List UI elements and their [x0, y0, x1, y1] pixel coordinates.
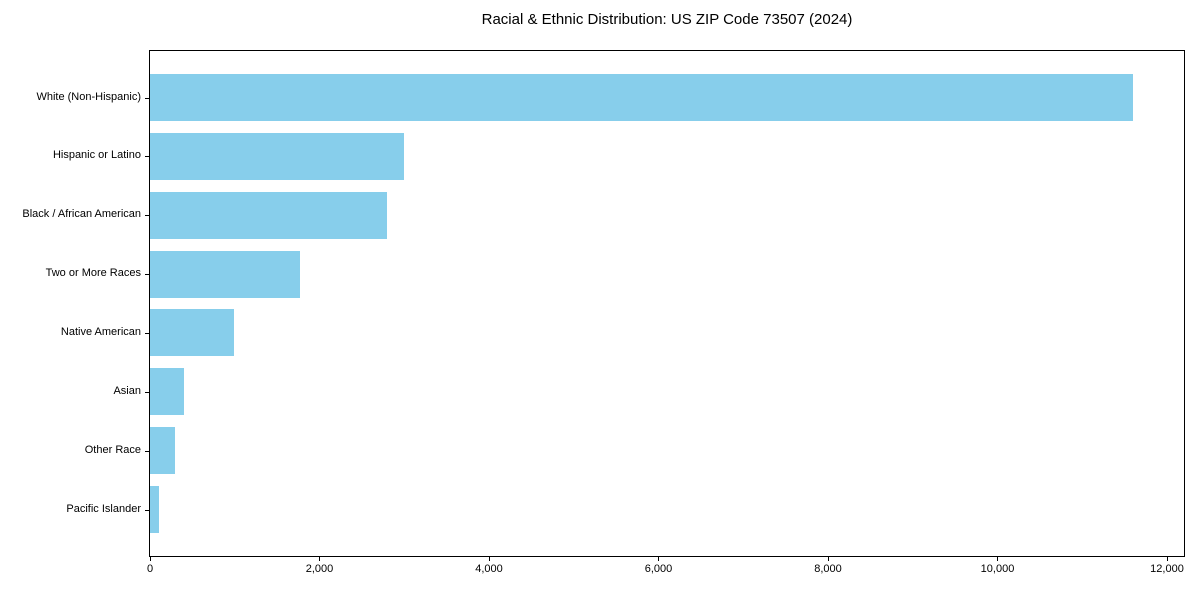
bar — [150, 427, 175, 475]
y-tick-mark — [145, 274, 149, 276]
x-tick-label: 2,000 — [305, 563, 334, 575]
bar — [150, 486, 159, 534]
plot-area — [149, 50, 1185, 557]
x-tick-label: 4,000 — [475, 563, 503, 575]
bar — [150, 309, 234, 357]
y-tick-mark — [145, 450, 149, 452]
y-tick-mark — [145, 215, 149, 217]
x-tick-mark — [827, 557, 829, 561]
x-tick-mark — [658, 557, 659, 561]
x-tick-label: 0 — [146, 563, 154, 575]
y-tick-mark — [145, 97, 149, 99]
x-tick-label: 8,000 — [814, 563, 842, 575]
x-tick-mark — [149, 557, 151, 561]
x-tick-label: 6,000 — [644, 563, 673, 575]
y-tick-label: Hispanic or Latino — [52, 149, 141, 162]
bar — [150, 250, 300, 298]
x-tick-mark — [488, 557, 490, 561]
x-tick-label: 10,000 — [980, 563, 1015, 575]
y-tick-mark — [145, 156, 149, 158]
bar — [150, 132, 405, 180]
bar — [150, 74, 1134, 122]
y-tick-label: Other Race — [84, 443, 141, 456]
bar — [150, 368, 184, 416]
x-tick-mark — [1166, 557, 1168, 561]
x-tick-mark — [997, 557, 998, 561]
y-tick-mark — [145, 332, 149, 334]
y-tick-label: White (Non-Hispanic) — [36, 90, 141, 103]
y-tick-label: Pacific Islander — [66, 502, 141, 515]
bar — [150, 191, 388, 239]
y-tick-label: Two or More Races — [45, 267, 141, 280]
y-tick-label: Native American — [60, 325, 141, 338]
y-tick-label: Black / African American — [22, 208, 141, 221]
chart-title: Racial & Ethnic Distribution: US ZIP Cod… — [481, 11, 853, 28]
y-tick-mark — [145, 509, 149, 511]
y-tick-mark — [145, 391, 149, 393]
x-tick-label: 12,000 — [1150, 563, 1184, 575]
x-tick-mark — [319, 557, 320, 561]
y-tick-label: Asian — [113, 384, 141, 397]
